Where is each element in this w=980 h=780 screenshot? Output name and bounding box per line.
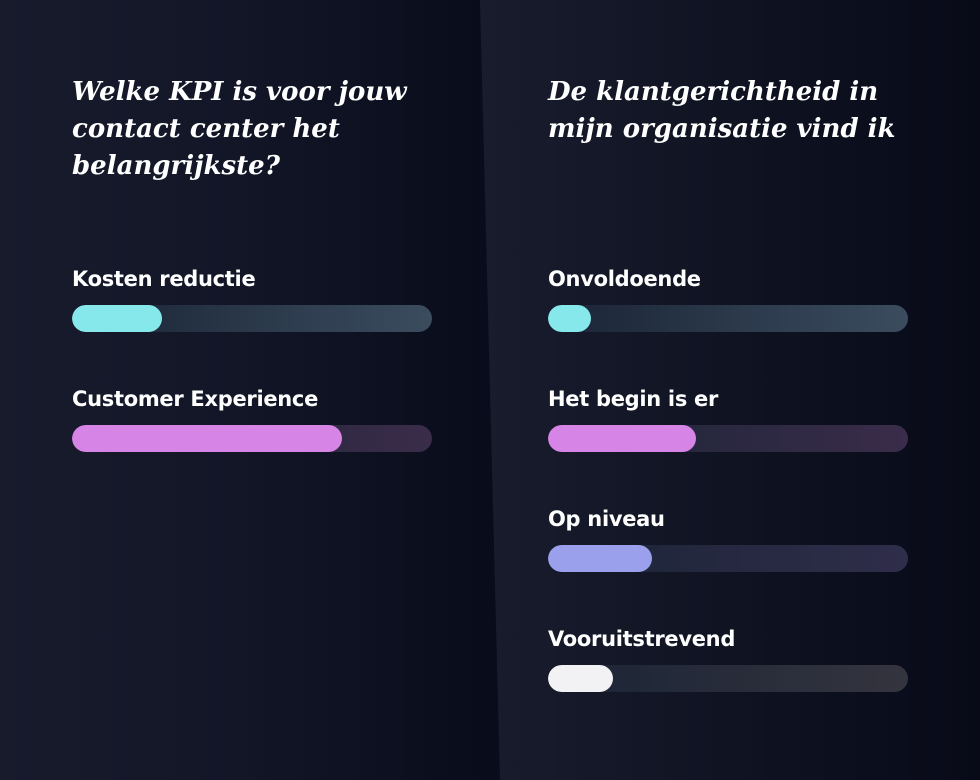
bar-item: Onvoldoende — [548, 266, 910, 332]
right-panel — [480, 0, 980, 780]
bar-fill — [548, 665, 613, 692]
bar-item: Het begin is er — [548, 386, 910, 452]
bar-fill — [72, 305, 162, 332]
bar-track — [72, 425, 432, 452]
left-panel — [0, 0, 500, 780]
customer-focus-chart-title: De klantgerichtheid in mijn organisatie … — [548, 77, 896, 144]
kpi-chart-title: Welke KPI is voor jouw contact center he… — [72, 77, 407, 181]
bar-fill — [548, 425, 696, 452]
bar-item: Op niveau — [548, 506, 910, 572]
bar-fill — [548, 545, 653, 572]
bar-label: Kosten reductie — [72, 267, 256, 291]
bar-fill — [72, 425, 342, 452]
bar-track — [548, 665, 908, 692]
bar-item: Kosten reductie — [72, 266, 434, 332]
bar-track — [548, 545, 908, 572]
bar-label: Onvoldoende — [548, 267, 701, 291]
bar-track — [548, 425, 908, 452]
bar-track — [72, 305, 432, 332]
bar-item: Customer Experience — [72, 386, 434, 452]
bar-label: Customer Experience — [72, 387, 319, 411]
bar-track — [548, 305, 908, 332]
bar-item: Vooruitstrevend — [548, 626, 910, 692]
bar-label: Het begin is er — [548, 387, 719, 411]
bar-fill — [548, 305, 592, 332]
bar-label: Op niveau — [548, 507, 665, 531]
bar-label: Vooruitstrevend — [548, 627, 736, 651]
